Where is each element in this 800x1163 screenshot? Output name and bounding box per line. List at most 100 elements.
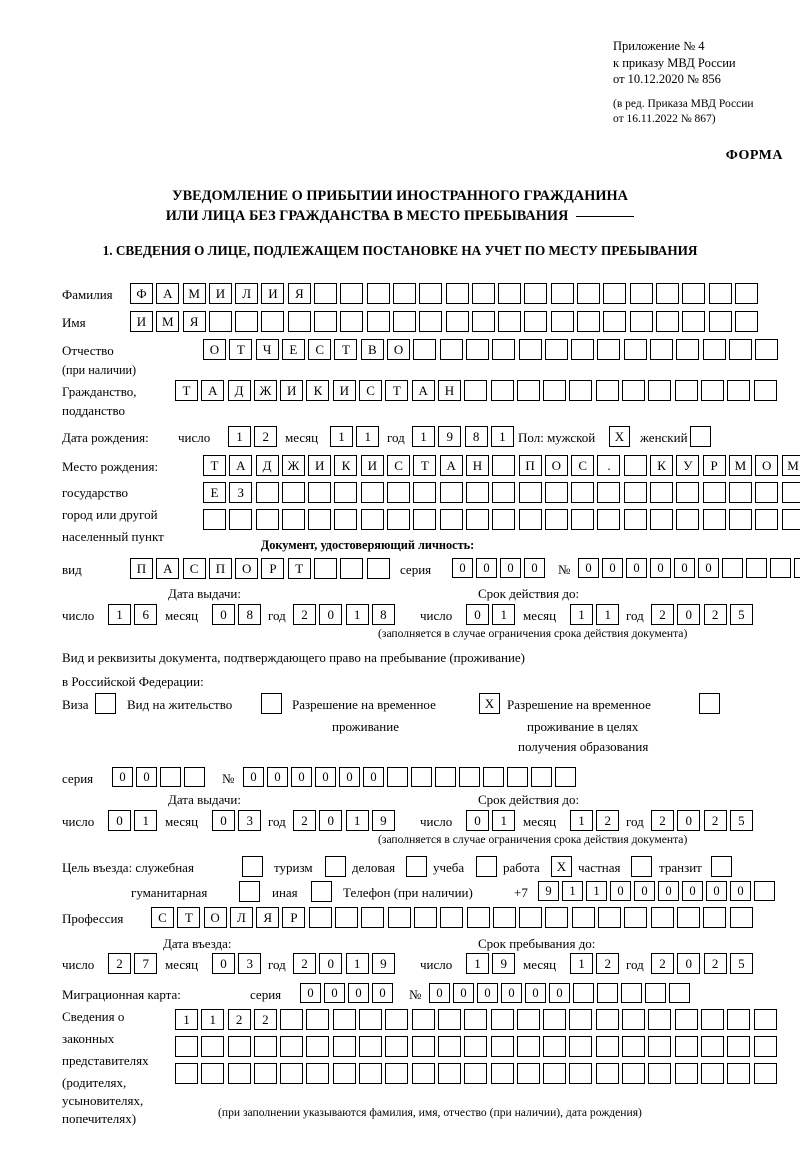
- char-cell[interactable]: [550, 283, 574, 304]
- char-cell[interactable]: [516, 1009, 540, 1030]
- char-cell[interactable]: [439, 339, 463, 360]
- birthplace-city-cells-row-2[interactable]: [203, 509, 800, 530]
- char-cell[interactable]: 0: [429, 983, 450, 1003]
- char-cell[interactable]: [437, 1036, 461, 1057]
- char-cell[interactable]: 9: [538, 881, 559, 901]
- char-cell[interactable]: [754, 881, 775, 901]
- char-cell[interactable]: [571, 339, 595, 360]
- char-cell[interactable]: 5: [729, 604, 753, 625]
- char-cell[interactable]: 0: [677, 604, 701, 625]
- char-cell[interactable]: П: [130, 558, 153, 579]
- char-cell[interactable]: [492, 907, 516, 928]
- char-cell[interactable]: [577, 311, 601, 332]
- char-cell[interactable]: 0: [634, 881, 655, 901]
- char-cell[interactable]: 0: [348, 983, 369, 1003]
- char-cell[interactable]: Т: [413, 455, 437, 476]
- char-cell[interactable]: Е: [203, 482, 226, 503]
- char-cell[interactable]: 0: [315, 767, 336, 787]
- char-cell[interactable]: И: [280, 380, 304, 401]
- char-cell[interactable]: [676, 509, 700, 530]
- char-cell[interactable]: [492, 509, 516, 530]
- char-cell[interactable]: К: [306, 380, 330, 401]
- char-cell[interactable]: [392, 283, 416, 304]
- char-cell[interactable]: [598, 907, 622, 928]
- char-cell[interactable]: [332, 1063, 356, 1084]
- char-cell[interactable]: [507, 767, 528, 787]
- char-cell[interactable]: [728, 509, 752, 530]
- char-cell[interactable]: 2: [293, 953, 316, 974]
- char-cell[interactable]: 2: [293, 810, 316, 831]
- legal-reps-cells-row-3[interactable]: [175, 1063, 780, 1084]
- checkbox-temp-residence[interactable]: X: [479, 693, 500, 714]
- char-cell[interactable]: 0: [476, 558, 497, 578]
- char-cell[interactable]: [465, 509, 489, 530]
- char-cell[interactable]: М: [728, 455, 752, 476]
- char-cell[interactable]: [340, 283, 364, 304]
- char-cell[interactable]: 0: [243, 767, 264, 787]
- char-cell[interactable]: [655, 311, 679, 332]
- char-cell[interactable]: [439, 482, 463, 503]
- char-cell[interactable]: [498, 283, 522, 304]
- char-cell[interactable]: [702, 339, 726, 360]
- char-cell[interactable]: [490, 1009, 514, 1030]
- char-cell[interactable]: 3: [238, 810, 262, 831]
- char-cell[interactable]: 0: [108, 810, 131, 831]
- char-cell[interactable]: 0: [363, 767, 384, 787]
- char-cell[interactable]: [674, 1036, 698, 1057]
- char-cell[interactable]: [569, 1063, 593, 1084]
- char-cell[interactable]: [332, 1036, 356, 1057]
- char-cell[interactable]: [722, 558, 743, 578]
- char-cell[interactable]: У: [676, 455, 700, 476]
- char-cell[interactable]: [385, 1036, 409, 1057]
- char-cell[interactable]: [366, 283, 390, 304]
- char-cell[interactable]: О: [387, 339, 411, 360]
- char-cell[interactable]: Т: [203, 455, 226, 476]
- char-cell[interactable]: [281, 482, 305, 503]
- char-cell[interactable]: [229, 509, 253, 530]
- char-cell[interactable]: О: [203, 907, 227, 928]
- char-cell[interactable]: А: [201, 380, 225, 401]
- checkbox-visa[interactable]: [95, 693, 116, 714]
- char-cell[interactable]: [445, 283, 469, 304]
- char-cell[interactable]: 0: [372, 983, 393, 1003]
- char-cell[interactable]: 1: [570, 810, 593, 831]
- char-cell[interactable]: 0: [324, 983, 345, 1003]
- char-cell[interactable]: [466, 907, 490, 928]
- char-cell[interactable]: А: [229, 455, 253, 476]
- char-cell[interactable]: [543, 1009, 567, 1030]
- char-cell[interactable]: Т: [177, 907, 201, 928]
- char-cell[interactable]: [753, 1036, 777, 1057]
- char-cell[interactable]: [203, 509, 226, 530]
- checkbox-temp-residence-edu[interactable]: [699, 693, 720, 714]
- char-cell[interactable]: 0: [677, 810, 701, 831]
- char-cell[interactable]: 0: [319, 810, 343, 831]
- char-cell[interactable]: [387, 767, 408, 787]
- char-cell[interactable]: [648, 1009, 672, 1030]
- char-cell[interactable]: 8: [464, 426, 488, 447]
- char-cell[interactable]: [306, 1063, 330, 1084]
- char-cell[interactable]: [308, 509, 332, 530]
- checkbox-purpose-other[interactable]: [311, 881, 332, 902]
- char-cell[interactable]: Т: [287, 558, 311, 579]
- char-cell[interactable]: 2: [108, 953, 131, 974]
- char-cell[interactable]: 1: [228, 426, 251, 447]
- char-cell[interactable]: [573, 983, 594, 1003]
- checkbox-purpose-study[interactable]: [476, 856, 497, 877]
- char-cell[interactable]: 8: [371, 604, 395, 625]
- char-cell[interactable]: Д: [255, 455, 279, 476]
- char-cell[interactable]: [650, 339, 674, 360]
- char-cell[interactable]: 1: [570, 604, 593, 625]
- char-cell[interactable]: Л: [229, 907, 253, 928]
- char-cell[interactable]: [464, 1063, 488, 1084]
- char-cell[interactable]: [597, 509, 621, 530]
- char-cell[interactable]: [622, 1009, 646, 1030]
